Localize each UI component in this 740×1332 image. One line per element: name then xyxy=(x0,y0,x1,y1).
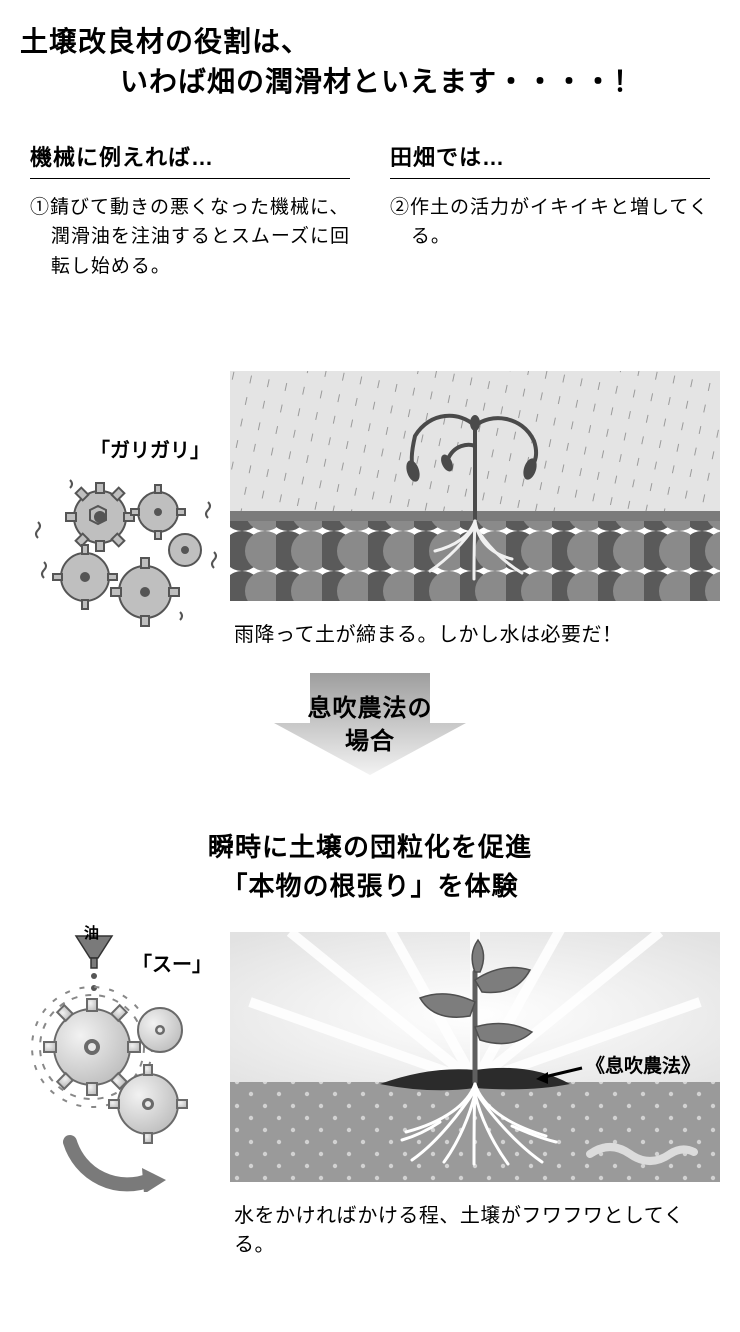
column-machine-body: ①錆びて動きの悪くなった機械に、潤滑油を注油するとスムーズに回転し始める。 xyxy=(51,193,350,281)
scene-after-panel: 《息吹農法》 xyxy=(230,932,720,1257)
column-machine: 機械に例えれば… ①錆びて動きの悪くなった機械に、潤滑油を注油するとスムーズに回… xyxy=(30,140,350,281)
result-line-2: 「本物の根張り」を体験 xyxy=(221,871,518,901)
rusty-gears: 「ガリガリ」 xyxy=(30,462,230,647)
rusty-gears-icon xyxy=(30,462,230,642)
column-field: 田畑では… ②作土の活力がイキイキと増してくる。 xyxy=(390,140,710,281)
arrow-text: 息吹農法の 場合 xyxy=(308,675,433,758)
scene-before: 「ガリガリ」 xyxy=(20,371,720,647)
arrow-text-l1: 息吹農法の xyxy=(308,695,433,722)
column-machine-heading: 機械に例えれば… xyxy=(30,140,350,179)
scene-before-caption: 雨降って土が締まる。しかし水は必要だ！ xyxy=(230,618,720,647)
title: 土壌改良材の役割は、 いわば畑の潤滑材といえます・・・・！ xyxy=(20,20,720,100)
gear-sound-rusty: 「ガリガリ」 xyxy=(90,434,210,463)
page-root: 土壌改良材の役割は、 いわば畑の潤滑材といえます・・・・！ 機械に例えれば… ①… xyxy=(0,0,740,1287)
title-line-1: 土壌改良材の役割は、 xyxy=(20,20,720,60)
result-headline: 瞬時に土壌の団粒化を促進 「本物の根張り」を体験 xyxy=(20,828,720,906)
arrow-text-l2: 場合 xyxy=(345,728,395,755)
comparison-columns: 機械に例えれば… ①錆びて動きの悪くなった機械に、潤滑油を注油するとスムーズに回… xyxy=(20,140,720,281)
oil-funnel-label: 油 xyxy=(84,922,99,943)
method-label: 《息吹農法》 xyxy=(586,1054,700,1077)
scene-after-caption: 水をかければかける程、土壌がフワフワとしてくる。 xyxy=(230,1199,720,1257)
transition-arrow: 息吹農法の 場合 xyxy=(20,675,720,806)
oiled-gears: 油 「スー」 xyxy=(30,932,230,1192)
scene-before-panel: 雨降って土が締まる。しかし水は必要だ！ xyxy=(230,371,720,647)
result-line-1: 瞬時に土壌の団粒化を促進 xyxy=(208,832,532,862)
healthy-plant-illustration: 《息吹農法》 xyxy=(230,932,720,1182)
gear-sound-smooth: 「スー」 xyxy=(132,948,212,977)
title-line-2: いわば畑の潤滑材といえます・・・・！ xyxy=(20,60,720,100)
wilting-plant-illustration xyxy=(230,371,720,601)
column-field-body: ②作土の活力がイキイキと増してくる。 xyxy=(411,193,710,252)
column-field-heading: 田畑では… xyxy=(390,140,710,179)
scene-after: 油 「スー」 xyxy=(20,932,720,1257)
